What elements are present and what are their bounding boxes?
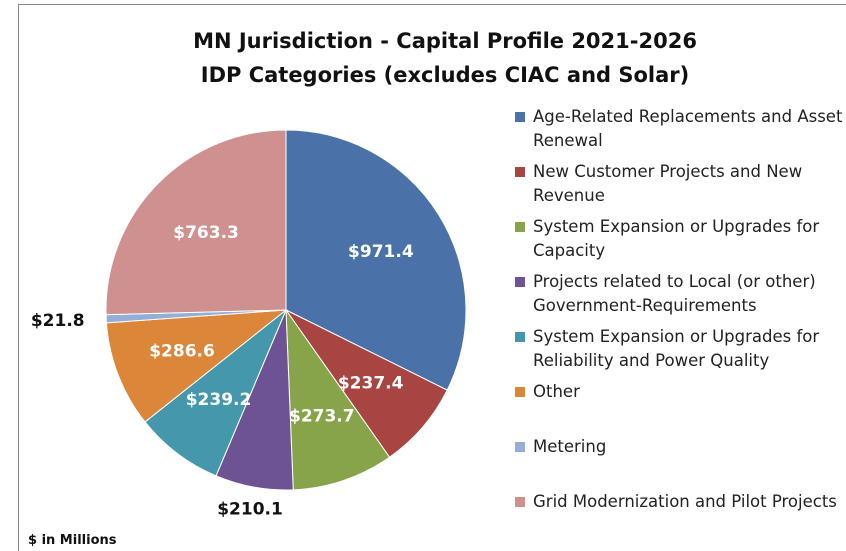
pie-slice bbox=[285, 129, 467, 391]
chart-subtitle: IDP Categories (excludes CIAC and Solar) bbox=[201, 63, 690, 87]
legend-item: Grid Modernization and Pilot Projects bbox=[515, 490, 845, 545]
legend-swatch bbox=[515, 387, 525, 397]
legend-swatch bbox=[515, 442, 525, 452]
data-label: $239.2 bbox=[186, 390, 252, 410]
legend-item: System Expansion or Upgrades for Capacit… bbox=[515, 215, 845, 270]
legend-swatch bbox=[515, 332, 525, 342]
legend-swatch bbox=[515, 277, 525, 287]
legend-swatch bbox=[515, 167, 525, 177]
legend-label: Other bbox=[533, 382, 580, 401]
legend: Age-Related Replacements and Asset Renew… bbox=[515, 105, 845, 545]
data-label: $763.3 bbox=[173, 223, 239, 243]
legend-label: System Expansion or Upgrades for Reliabi… bbox=[533, 327, 820, 370]
pie-slice bbox=[144, 309, 287, 477]
legend-item: New Customer Projects and New Revenue bbox=[515, 160, 845, 215]
pie-slice bbox=[105, 309, 288, 423]
legend-item: Age-Related Replacements and Asset Renew… bbox=[515, 105, 845, 160]
legend-label: New Customer Projects and New Revenue bbox=[533, 162, 803, 205]
data-label: $21.8 bbox=[31, 311, 85, 331]
legend-item: System Expansion or Upgrades for Reliabi… bbox=[515, 325, 845, 380]
legend-swatch bbox=[515, 222, 525, 232]
pie-slice bbox=[105, 129, 287, 316]
data-label: $971.4 bbox=[348, 242, 414, 262]
legend-label: Projects related to Local (or other) Gov… bbox=[533, 272, 816, 315]
legend-label: System Expansion or Upgrades for Capacit… bbox=[533, 217, 820, 260]
legend-swatch bbox=[515, 497, 525, 507]
data-label: $286.6 bbox=[149, 341, 215, 361]
data-label: $273.7 bbox=[289, 407, 355, 427]
footnote: $ in Millions bbox=[28, 533, 117, 548]
legend-swatch bbox=[515, 112, 525, 122]
legend-label: Grid Modernization and Pilot Projects bbox=[533, 492, 837, 511]
pie-slice bbox=[285, 308, 391, 491]
data-label: $210.1 bbox=[217, 499, 283, 519]
legend-item: Metering bbox=[515, 435, 845, 490]
legend-item: Other bbox=[515, 380, 845, 435]
legend-label: Metering bbox=[533, 437, 607, 456]
chart-title: MN Jurisdiction - Capital Profile 2021-2… bbox=[193, 29, 697, 53]
data-label: $237.4 bbox=[338, 374, 404, 394]
legend-item: Projects related to Local (or other) Gov… bbox=[515, 270, 845, 325]
legend-label: Age-Related Replacements and Asset Renew… bbox=[533, 107, 843, 150]
